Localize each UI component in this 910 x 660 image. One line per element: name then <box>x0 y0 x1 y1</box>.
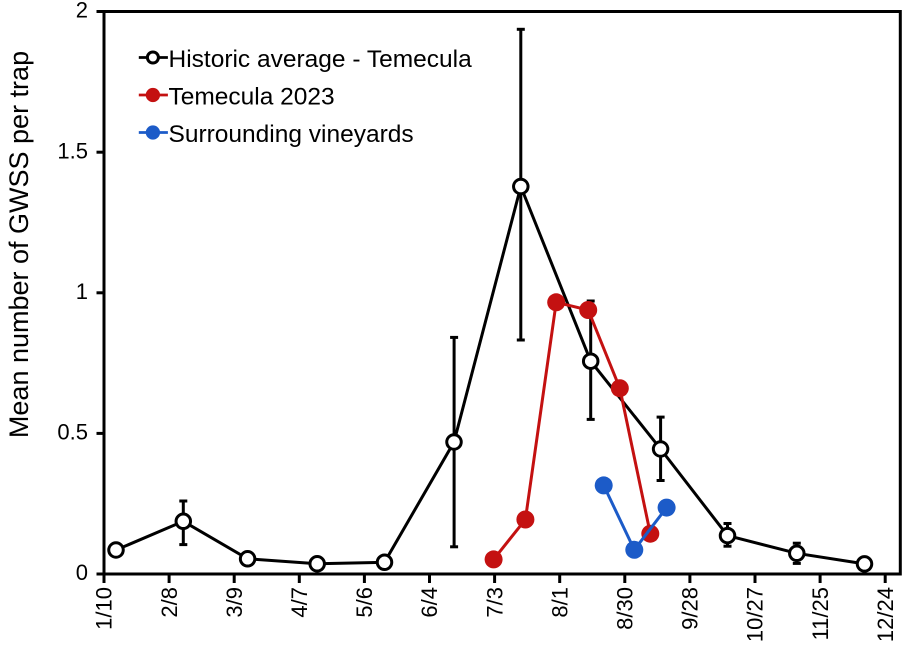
svg-text:Historic average - Temecula: Historic average - Temecula <box>169 46 473 73</box>
svg-text:2/8: 2/8 <box>157 587 182 618</box>
svg-text:8/30: 8/30 <box>613 587 638 630</box>
svg-text:8/1: 8/1 <box>547 587 572 618</box>
svg-text:6/4: 6/4 <box>417 587 442 618</box>
svg-text:0.5: 0.5 <box>57 420 88 445</box>
svg-text:Mean number of GWSS per trap: Mean number of GWSS per trap <box>4 51 34 438</box>
svg-text:7/3: 7/3 <box>482 587 507 618</box>
svg-text:5/6: 5/6 <box>352 587 377 618</box>
svg-text:12/24: 12/24 <box>873 587 898 642</box>
svg-text:1.5: 1.5 <box>57 138 88 163</box>
svg-text:1/10: 1/10 <box>92 587 117 630</box>
svg-text:0: 0 <box>76 560 88 585</box>
svg-text:2: 2 <box>76 0 88 23</box>
svg-text:1: 1 <box>76 279 88 304</box>
svg-text:3/9: 3/9 <box>222 587 247 618</box>
svg-text:11/25: 11/25 <box>808 587 833 640</box>
svg-text:4/7: 4/7 <box>287 587 312 618</box>
svg-text:9/28: 9/28 <box>678 587 703 630</box>
svg-text:10/27: 10/27 <box>743 587 768 642</box>
svg-text:Temecula 2023: Temecula 2023 <box>169 84 335 111</box>
svg-text:Surrounding vineyards: Surrounding vineyards <box>169 121 414 148</box>
